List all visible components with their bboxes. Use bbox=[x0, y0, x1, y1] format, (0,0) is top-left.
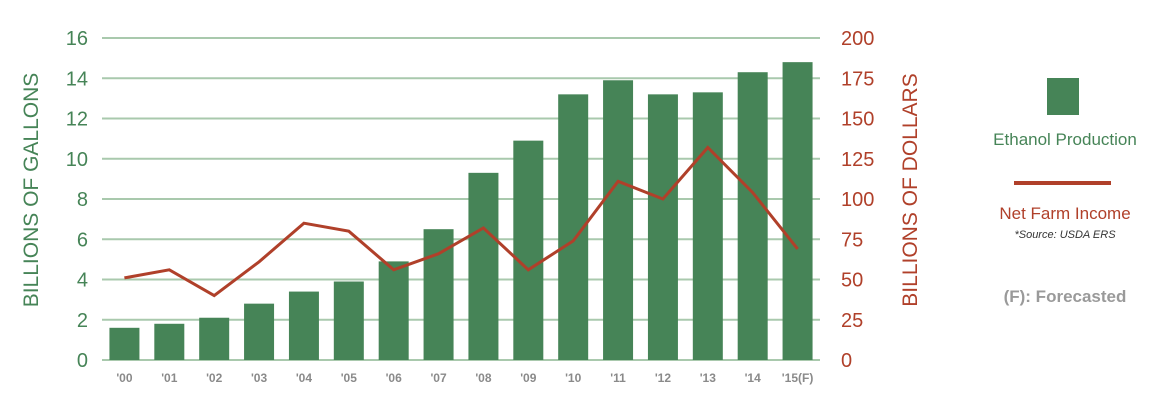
left-axis-label: BILLIONS OF GALLONS bbox=[20, 73, 43, 308]
right-axis-tick-label: 0 bbox=[841, 350, 852, 372]
x-axis-tick-label: '09 bbox=[520, 371, 537, 385]
right-axis-label: BILLIONS OF DOLLARS bbox=[899, 73, 922, 306]
source-note: *Source: USDA ERS bbox=[1014, 229, 1116, 241]
legend-bar-swatch bbox=[1047, 78, 1079, 115]
bar-ethanol-production bbox=[468, 172, 499, 360]
bar-ethanol-production bbox=[109, 327, 140, 360]
right-axis-ticks: 0 25 50 75 100 125 150 175 200 bbox=[841, 28, 874, 372]
bar-ethanol-production bbox=[288, 291, 319, 360]
right-axis-tick-label: 200 bbox=[841, 28, 874, 50]
legend-net-farm-income-label: Net Farm Income bbox=[999, 204, 1131, 223]
bar-ethanol-production bbox=[692, 92, 723, 361]
legend-ethanol-production-label: Ethanol Production bbox=[993, 130, 1137, 149]
bar-ethanol-production bbox=[244, 303, 275, 360]
chart: 0 2 4 6 8 10 12 14 16 0 25 50 75 100 125 150 175 200 '00… bbox=[20, 28, 922, 385]
right-axis-tick-label: 175 bbox=[841, 68, 874, 90]
x-axis-tick-label: '13 bbox=[700, 371, 717, 385]
bar-series bbox=[109, 62, 813, 361]
x-axis-tick-label: '14 bbox=[745, 371, 762, 385]
left-axis-tick-label: 10 bbox=[66, 149, 88, 171]
left-axis-ticks: 0 2 4 6 8 10 12 14 16 bbox=[66, 28, 88, 372]
x-axis-tick-label: '11 bbox=[610, 371, 626, 385]
x-axis-tick-label: '01 bbox=[161, 371, 178, 385]
left-axis-tick-label: 0 bbox=[77, 350, 88, 372]
x-axis-tick-label: '03 bbox=[251, 371, 268, 385]
bar-ethanol-production bbox=[782, 62, 813, 361]
x-axis-ticks: '00 '01 '02 '03 '04 '05 '06 '07 '08 '09 '10 '11 '12 '… bbox=[116, 371, 813, 385]
right-axis-tick-label: 75 bbox=[841, 229, 863, 251]
x-axis-tick-label: '06 bbox=[386, 371, 403, 385]
bar-ethanol-production bbox=[737, 72, 768, 361]
bar-ethanol-production bbox=[423, 229, 454, 360]
x-axis-tick-label: '07 bbox=[430, 371, 447, 385]
x-axis-tick-label: '00 bbox=[116, 371, 133, 385]
x-axis-tick-label: '02 bbox=[206, 371, 223, 385]
legend: Ethanol Production Net Farm Income *Sour… bbox=[960, 0, 1170, 404]
right-axis-tick-label: 125 bbox=[841, 149, 874, 171]
x-axis-tick-label: '10 bbox=[565, 371, 582, 385]
x-axis-tick-label: '15(F) bbox=[782, 371, 814, 385]
right-axis-tick-label: 100 bbox=[841, 189, 874, 211]
left-axis-tick-label: 2 bbox=[77, 310, 88, 332]
bar-ethanol-production bbox=[378, 261, 409, 360]
x-axis-tick-label: '05 bbox=[341, 371, 358, 385]
left-axis-tick-label: 6 bbox=[77, 229, 88, 251]
x-axis-tick-label: '08 bbox=[475, 371, 492, 385]
forecast-note: (F): Forecasted bbox=[1003, 287, 1127, 306]
right-axis-tick-label: 25 bbox=[841, 310, 863, 332]
left-axis-tick-label: 12 bbox=[66, 109, 88, 131]
bar-ethanol-production bbox=[154, 323, 185, 360]
bar-ethanol-production bbox=[199, 317, 230, 360]
left-axis-tick-label: 8 bbox=[77, 189, 88, 211]
x-axis-tick-label: '12 bbox=[655, 371, 672, 385]
right-axis-tick-label: 50 bbox=[841, 270, 863, 292]
left-axis-tick-label: 16 bbox=[66, 28, 88, 50]
x-axis-tick-label: '04 bbox=[296, 371, 313, 385]
left-axis-tick-label: 14 bbox=[66, 68, 88, 90]
legend-line-swatch bbox=[1014, 181, 1111, 185]
bar-ethanol-production bbox=[647, 94, 678, 360]
net-farm-income-line bbox=[124, 145, 799, 298]
bar-ethanol-production bbox=[603, 80, 634, 360]
right-axis-tick-label: 150 bbox=[841, 109, 874, 131]
left-axis-tick-label: 4 bbox=[77, 270, 88, 292]
bar-ethanol-production bbox=[513, 140, 544, 360]
bar-ethanol-production bbox=[333, 281, 364, 360]
